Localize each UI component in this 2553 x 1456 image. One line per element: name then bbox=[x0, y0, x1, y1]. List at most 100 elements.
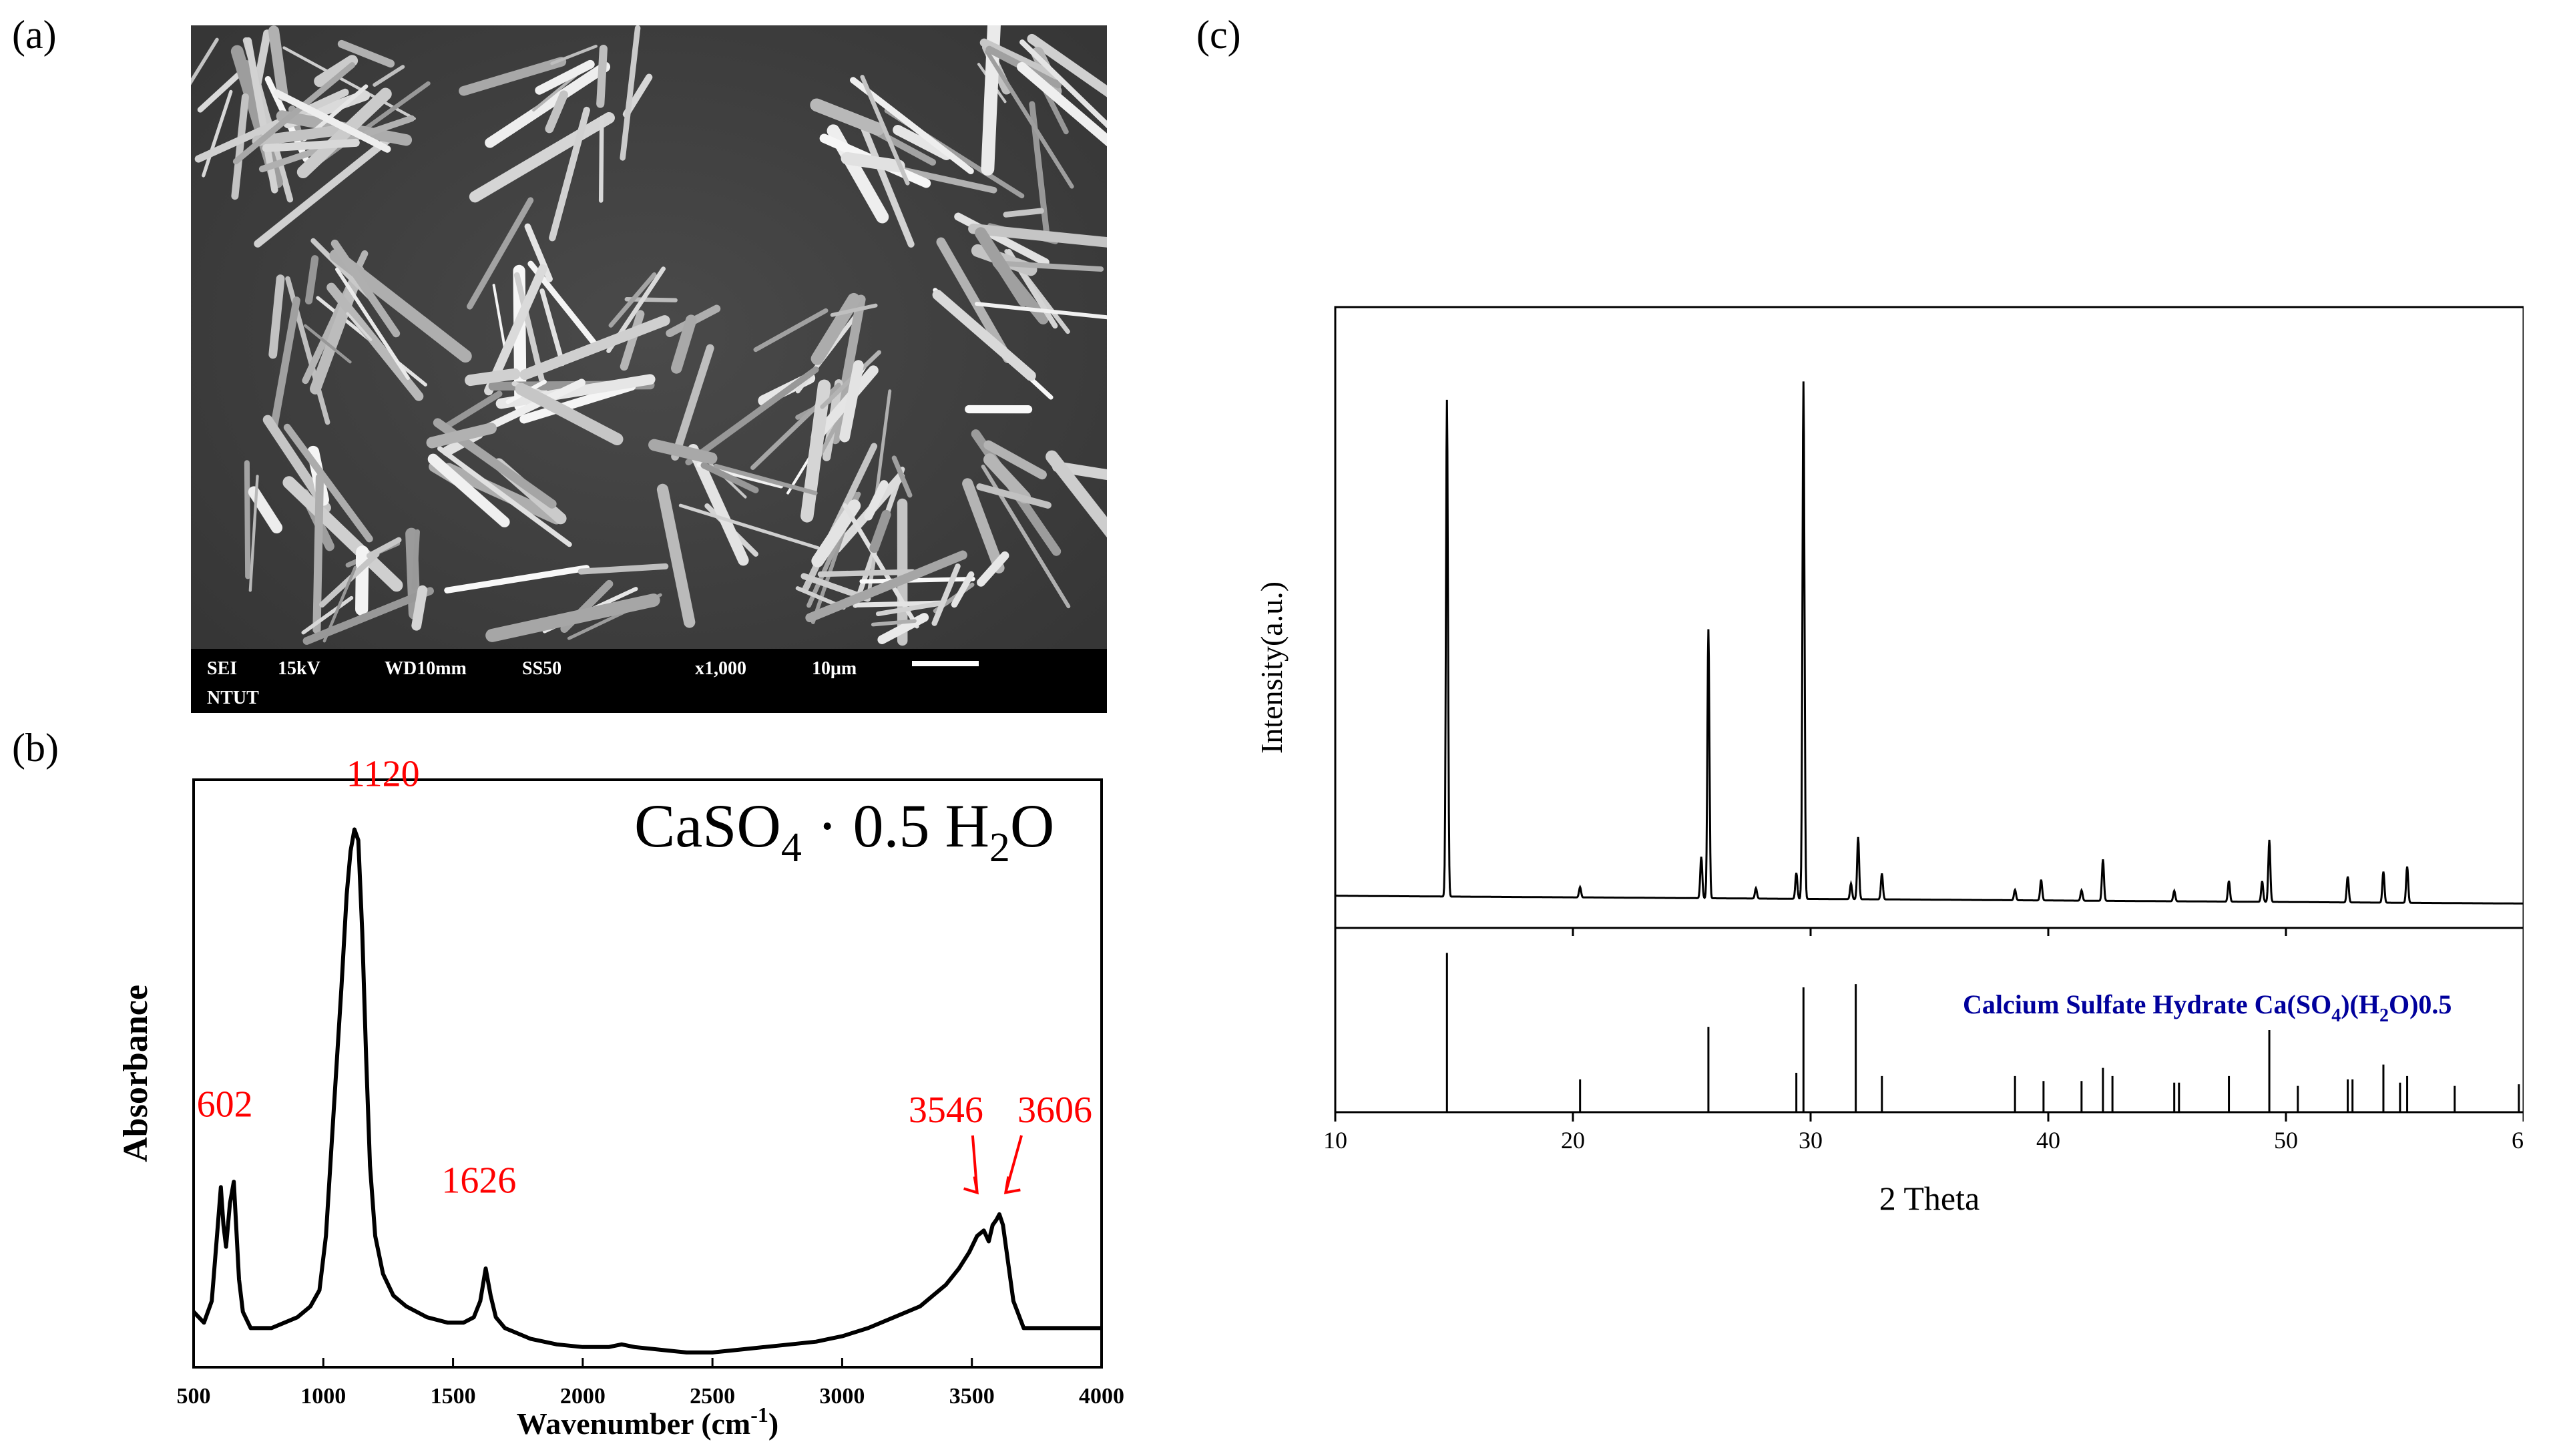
crystal-needle bbox=[545, 90, 568, 134]
crystal-needle bbox=[1027, 33, 1122, 103]
crystal-needle bbox=[248, 475, 259, 592]
crystal-needle bbox=[805, 550, 967, 623]
crystal-needle bbox=[312, 81, 431, 168]
crystal-needle bbox=[467, 197, 534, 310]
crystal-needle bbox=[202, 89, 233, 178]
crystal-needle bbox=[678, 503, 820, 550]
crystal-needle bbox=[977, 551, 1009, 587]
crystal-needle bbox=[346, 312, 373, 341]
crystal-needle bbox=[322, 565, 357, 643]
crystal-needle bbox=[700, 462, 759, 493]
crystal-needle bbox=[983, 453, 1031, 504]
crystal-needle bbox=[932, 289, 1036, 381]
crystal-needle bbox=[465, 368, 521, 387]
ftir-peak-label: 602 bbox=[197, 1084, 253, 1126]
crystal-needle bbox=[962, 478, 1005, 573]
crystal-needle bbox=[355, 545, 369, 616]
ftir-x-tick-label: 2500 bbox=[690, 1384, 735, 1409]
crystal-needle bbox=[194, 88, 349, 163]
crystal-needle bbox=[427, 453, 510, 527]
crystal-needle bbox=[620, 310, 645, 371]
sem-scale: 10μm bbox=[812, 658, 857, 679]
ftir-x-axis-label: Wavenumber (cm-1) bbox=[517, 1403, 779, 1441]
crystal-needle bbox=[411, 585, 428, 631]
crystal-needle bbox=[830, 303, 878, 317]
crystal-needle bbox=[283, 423, 373, 543]
crystal-needle bbox=[608, 272, 657, 328]
crystal-needle bbox=[515, 383, 624, 446]
crystal-needle bbox=[620, 25, 641, 161]
xrd-chart: 10 20 30 40 50 60 Calcium Sulfate Hydrate Ca(… bbox=[1254, 306, 2524, 1217]
sem-voltage: 15kV bbox=[278, 658, 320, 679]
xrd-x-tick-label: 30 bbox=[1799, 1127, 1823, 1154]
crystal-needle bbox=[485, 61, 611, 148]
crystal-needle bbox=[577, 563, 669, 575]
crystal-needle bbox=[197, 67, 246, 113]
crystal-needle bbox=[532, 73, 579, 112]
sem-magnification: x1,000 bbox=[695, 658, 746, 679]
crystal-needle bbox=[839, 360, 864, 443]
crystal-particles bbox=[152, 12, 1144, 646]
xrd-y-axis-label: Intensity(a.u.) bbox=[1254, 581, 1289, 754]
crystal-needle bbox=[656, 483, 696, 628]
crystal-needle bbox=[334, 267, 410, 381]
crystal-needle bbox=[810, 292, 861, 365]
crystal-needle bbox=[893, 125, 952, 160]
panel-label-c: (c) bbox=[1196, 13, 1241, 57]
crystal-needle bbox=[550, 45, 598, 65]
crystal-needle bbox=[337, 39, 395, 68]
sem-micrograph: SEI 15kV WD10mm SS50 x1,000 10μm NTUT bbox=[152, 12, 1144, 713]
crystal-needle bbox=[484, 264, 547, 396]
crystal-needle bbox=[268, 274, 285, 359]
crystal-needle bbox=[685, 366, 819, 466]
panel-label-a: (a) bbox=[12, 13, 57, 57]
xrd-measured-pattern bbox=[1335, 381, 2524, 905]
crystal-needle bbox=[437, 446, 572, 547]
crystal-needle bbox=[936, 237, 1013, 364]
crystal-needle bbox=[671, 344, 714, 461]
crystal-needle bbox=[304, 324, 352, 364]
crystal-needle bbox=[549, 106, 590, 242]
crystal-needle bbox=[296, 87, 392, 178]
crystal-needle bbox=[871, 619, 917, 627]
crystal-needle bbox=[252, 124, 351, 147]
xrd-x-axis-label: 2 Theta bbox=[1879, 1180, 1980, 1217]
sem-institution: NTUT bbox=[207, 688, 259, 708]
panel-label-b: (b) bbox=[12, 726, 59, 770]
xrd-measured-frame bbox=[1334, 306, 2524, 929]
crystal-needle bbox=[979, 38, 1058, 80]
sem-spot: SS50 bbox=[522, 658, 561, 679]
crystal-needle bbox=[254, 136, 391, 248]
ftir-x-tick-label: 4000 bbox=[1079, 1384, 1124, 1409]
crystal-needle bbox=[869, 509, 891, 553]
xrd-x-tick-label: 40 bbox=[2036, 1127, 2060, 1154]
crystal-needle bbox=[268, 25, 288, 101]
crystal-needle bbox=[301, 595, 354, 635]
crystal-needle bbox=[753, 308, 829, 352]
crystal-needle bbox=[282, 476, 403, 592]
crystal-needle bbox=[859, 577, 975, 584]
sem-image: SEI 15kV WD10mm SS50 x1,000 10μm NTUT bbox=[152, 12, 1144, 713]
xrd-x-tick-label: 10 bbox=[1323, 1127, 1347, 1154]
xrd-x-tick-label: 20 bbox=[1561, 1127, 1585, 1154]
ftir-x-tick-label: 1000 bbox=[300, 1384, 346, 1409]
crystal-needle bbox=[244, 460, 251, 579]
crystal-needle bbox=[810, 98, 885, 136]
crystal-needle bbox=[931, 563, 961, 626]
crystal-needle bbox=[373, 65, 405, 87]
crystal-needle bbox=[495, 374, 656, 409]
crystal-needle bbox=[535, 59, 595, 95]
ftir-peak-label: 3546 bbox=[909, 1089, 983, 1131]
crystal-needle bbox=[426, 423, 497, 449]
crystal-needle bbox=[713, 463, 818, 495]
crystal-needle bbox=[1003, 208, 1044, 218]
crystal-needle bbox=[877, 613, 929, 644]
crystal-needle bbox=[248, 486, 283, 534]
crystal-needle bbox=[841, 152, 905, 173]
crystal-needle bbox=[459, 57, 567, 96]
xrd-reference-label: Calcium Sulfate Hydrate Ca(SO4)(H2O)0.5 bbox=[1963, 989, 2452, 1026]
crystal-needle bbox=[891, 455, 913, 498]
crystal-needle bbox=[976, 483, 1052, 509]
xrd-reference-frame bbox=[1334, 927, 2524, 1114]
xrd-x-tick-label: 60 bbox=[2512, 1127, 2524, 1154]
